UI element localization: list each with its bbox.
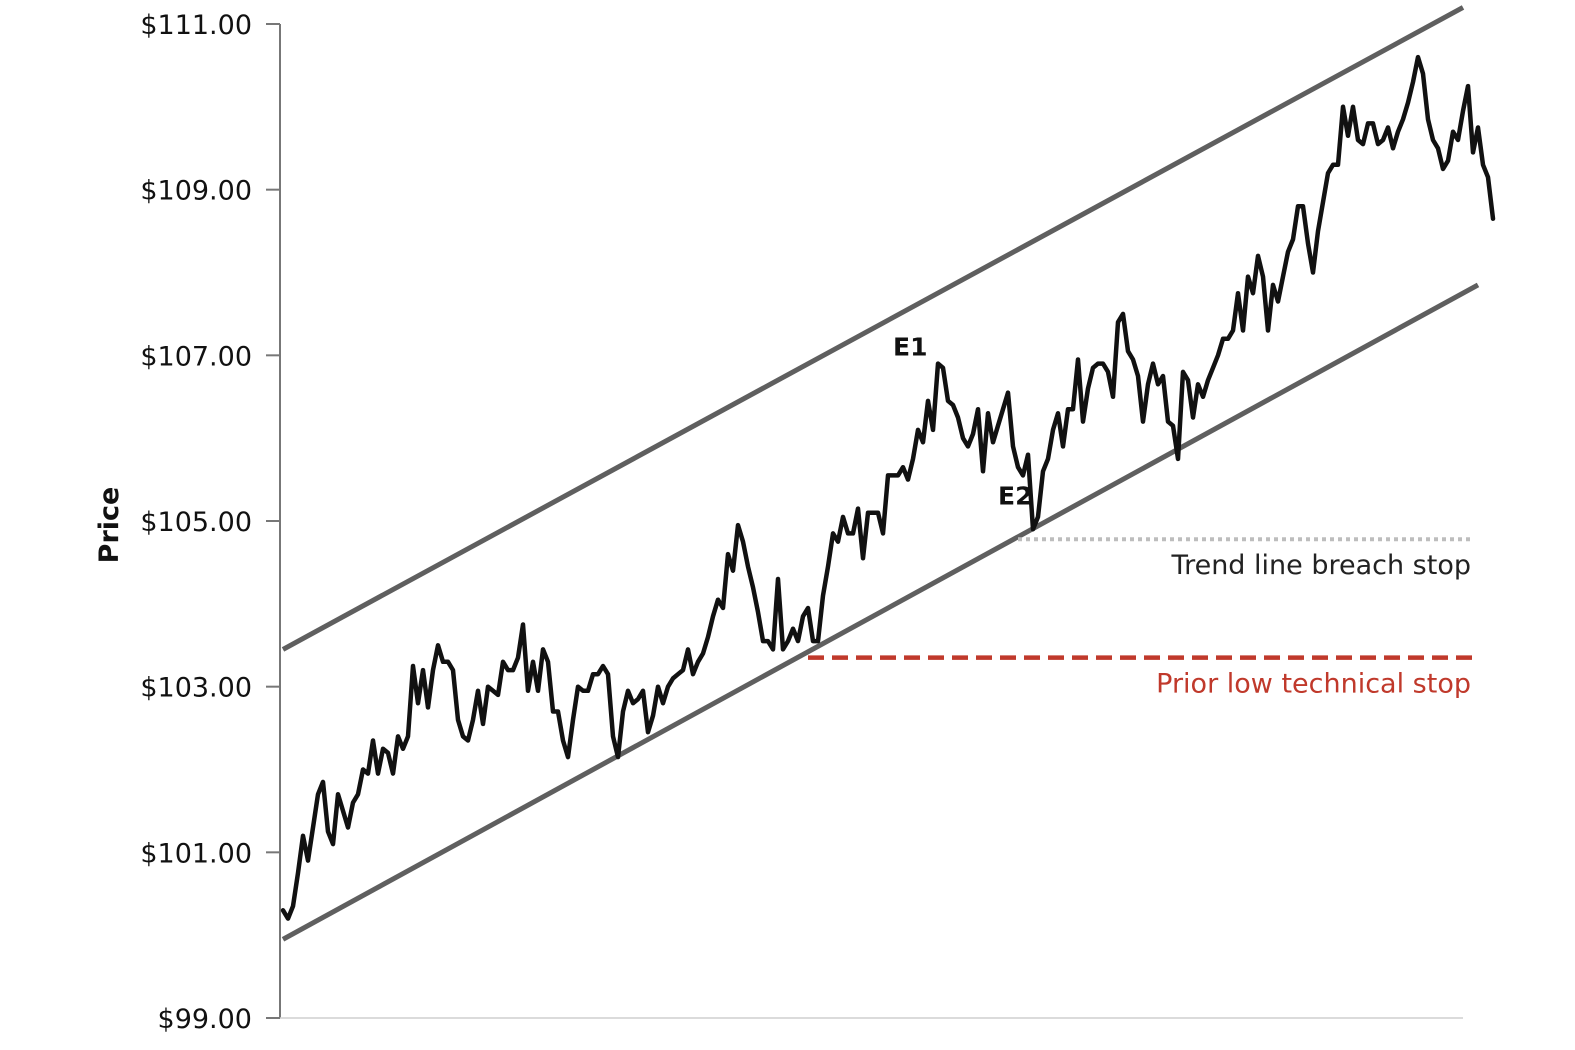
y-tick-label: $107.00	[140, 341, 252, 372]
annotation-e1: E1	[893, 332, 927, 361]
price-series	[280, 54, 1496, 921]
y-tick-label: $105.00	[140, 507, 252, 538]
y-tick-label: $103.00	[140, 673, 252, 704]
y-tick-label: $99.00	[158, 1004, 252, 1035]
y-axis: $99.00 $101.00 $103.00 $105.00 $107.00 $109.0…	[140, 10, 1463, 1035]
y-tick-label: $101.00	[140, 838, 252, 869]
annotations: E1 E2	[893, 332, 1032, 510]
annotation-e2: E2	[998, 481, 1032, 510]
y-tick-label: $109.00	[140, 176, 252, 207]
prior-low-stop-label: Prior low technical stop	[1156, 669, 1471, 700]
y-axis-title: Price	[94, 487, 125, 564]
price-line	[280, 54, 1496, 921]
upper-channel-line	[281, 5, 1465, 652]
trend-breach-stop-label: Trend line breach stop	[1171, 550, 1471, 581]
stop-levels: Trend line breach stop Prior low technica…	[808, 537, 1473, 700]
y-tick-label: $111.00	[140, 10, 252, 41]
trend-channel	[281, 5, 1480, 942]
lower-channel-line	[281, 282, 1480, 942]
